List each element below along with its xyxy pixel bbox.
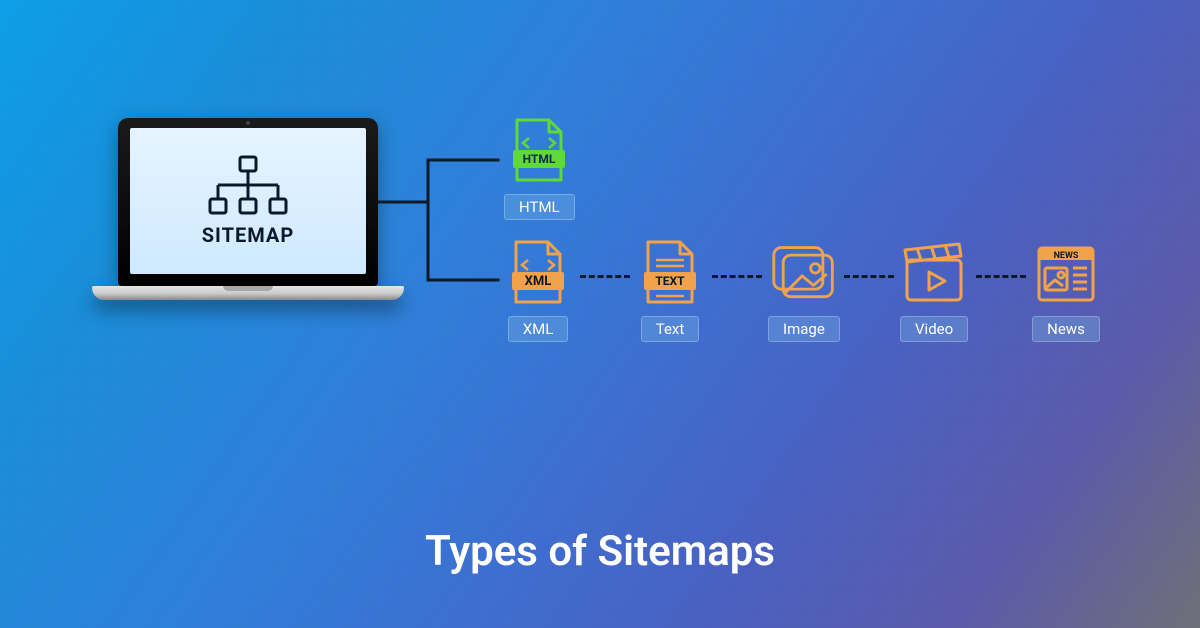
type-image: Image	[768, 238, 840, 342]
news-icon: NEWS	[1033, 240, 1099, 308]
xml-icon-text: XML	[525, 274, 552, 289]
xml-file-icon: XML	[510, 240, 566, 308]
type-label-video: Video	[900, 316, 968, 342]
video-clapper-icon	[901, 240, 967, 308]
text-icon-text: TEXT	[655, 274, 685, 288]
html-file-icon: HTML	[511, 118, 567, 186]
type-label-text: Text	[641, 316, 700, 342]
dash-xml-text	[580, 275, 630, 278]
type-label-image: Image	[768, 316, 840, 342]
type-xml: XML XML	[504, 238, 572, 342]
html-icon-text: HTML	[523, 152, 556, 166]
dash-image-video	[844, 275, 894, 278]
page-title: Types of Sitemaps	[0, 527, 1200, 576]
type-label-xml: XML	[508, 316, 569, 342]
type-label-news: News	[1032, 316, 1100, 342]
text-file-icon: TEXT	[642, 240, 698, 308]
branch-connector	[378, 142, 518, 292]
laptop-screen: SITEMAP	[130, 128, 366, 274]
laptop-camera	[246, 121, 250, 125]
laptop-notch	[223, 286, 273, 291]
sitemap-tree-icon	[204, 155, 292, 217]
type-text: TEXT Text	[636, 238, 704, 342]
sitemap-label: SITEMAP	[202, 223, 295, 247]
laptop: SITEMAP	[118, 118, 378, 300]
news-icon-text: NEWS	[1054, 251, 1079, 261]
laptop-lid: SITEMAP	[118, 118, 378, 286]
dash-video-news	[976, 275, 1026, 278]
type-news: NEWS News	[1032, 238, 1100, 342]
image-stack-icon	[770, 240, 838, 308]
type-video: Video	[900, 238, 968, 342]
laptop-base	[92, 286, 404, 300]
type-html: HTML HTML	[504, 116, 575, 220]
type-label-html: HTML	[504, 194, 575, 220]
dash-text-image	[712, 275, 762, 278]
